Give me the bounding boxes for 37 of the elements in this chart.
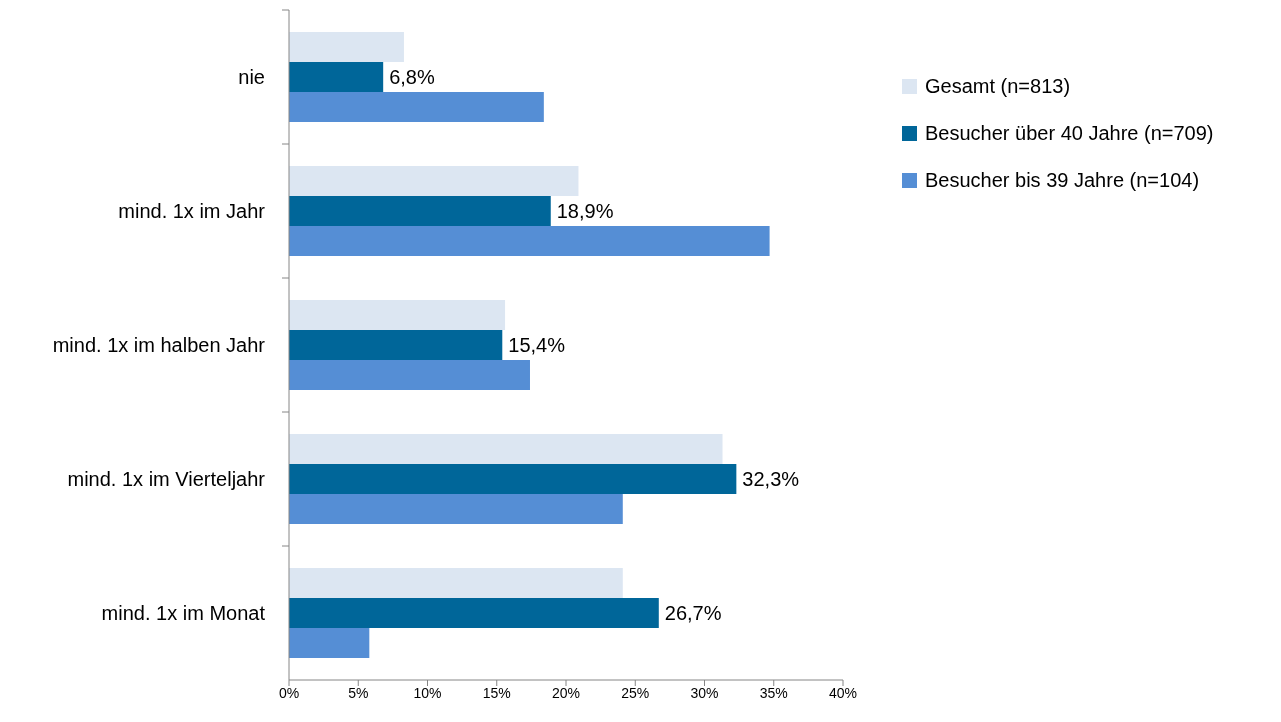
x-tick-label: 5% <box>348 684 369 701</box>
x-tick-label: 0% <box>278 684 300 701</box>
y-tick-label: mind. 1x im Vierteljahr <box>67 468 266 490</box>
legend-label: Besucher bis 39 Jahre (n=104) <box>925 169 1200 192</box>
x-tick-label: 25% <box>621 684 650 701</box>
data-label: 15,4% <box>508 333 566 356</box>
bar <box>289 195 551 226</box>
y-tick-label: mind. 1x im Jahr <box>118 200 266 222</box>
bar <box>289 493 623 524</box>
bar <box>289 61 384 92</box>
bar <box>289 359 530 390</box>
bar <box>289 299 506 330</box>
legend-label: Besucher über 40 Jahre (n=709) <box>925 122 1214 145</box>
bar <box>289 433 723 464</box>
bar <box>289 463 737 494</box>
bar <box>289 627 370 658</box>
data-label: 32,3% <box>742 467 800 490</box>
bar <box>289 165 579 196</box>
y-tick-label: nie <box>238 66 265 88</box>
legend-label: Gesamt (n=813) <box>925 75 1071 98</box>
data-label: 18,9% <box>556 199 614 222</box>
bar <box>289 329 503 360</box>
bar <box>289 31 404 62</box>
bar <box>289 567 623 598</box>
x-tick-label: 40% <box>828 684 858 701</box>
data-label: 6,8% <box>389 65 435 88</box>
x-tick-label: 10% <box>413 684 442 701</box>
bar <box>289 597 659 628</box>
bar <box>289 91 544 122</box>
data-label: 26,7% <box>664 601 722 624</box>
bar <box>289 225 770 256</box>
x-tick-label: 30% <box>690 684 719 701</box>
x-tick-label: 20% <box>551 684 581 701</box>
y-tick-label: mind. 1x im halben Jahr <box>52 334 266 356</box>
y-tick-label: mind. 1x im Monat <box>101 602 266 624</box>
x-tick-label: 15% <box>482 684 511 701</box>
x-tick-label: 35% <box>759 684 788 701</box>
